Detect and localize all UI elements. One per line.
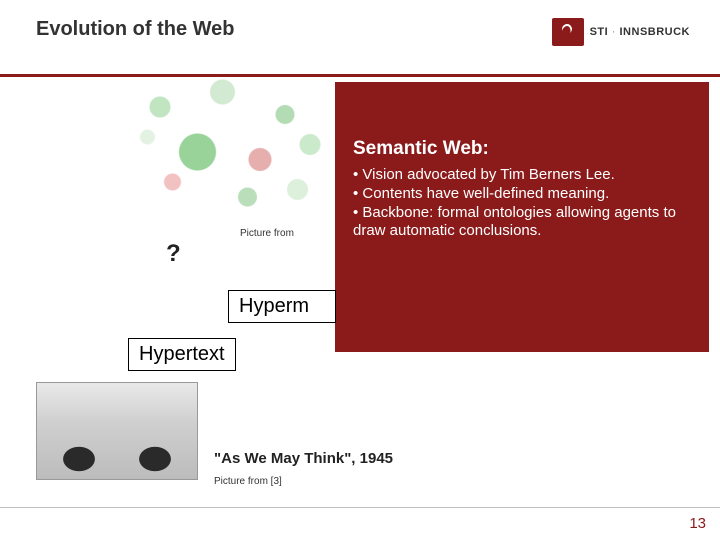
bullet-item: • Backbone: formal ontologies allowing a… [353, 204, 691, 242]
logo-primary: STI [590, 26, 609, 38]
page-number: 13 [689, 515, 706, 532]
page-title: Evolution of the Web [36, 18, 235, 41]
hypertext-label-box: Hypertext [128, 338, 236, 371]
bullet-item: • Contents have well-defined meaning. [353, 185, 691, 204]
callout-body: • Vision advocated by Tim Berners Lee. •… [353, 166, 691, 241]
bullet-text: Backbone: formal ontologies allowing age… [353, 204, 676, 240]
bullet-item: • Vision advocated by Tim Berners Lee. [353, 166, 691, 185]
picture-caption-bottom: Picture from [3] [214, 476, 282, 487]
question-mark: ? [166, 240, 181, 268]
hypermedia-label-box: Hyperm [228, 290, 336, 323]
historical-photo-placeholder [36, 382, 198, 480]
brand-logo: STI · INNSBRUCK [552, 18, 690, 46]
logo-separator: · [608, 26, 619, 38]
callout-title: Semantic Web: [353, 138, 691, 160]
picture-caption-top: Picture from [240, 228, 294, 239]
header-divider [0, 74, 720, 77]
quote-caption: "As We May Think", 1945 [214, 450, 393, 467]
concept-diagram-placeholder [110, 62, 360, 212]
bullet-text: Vision advocated by Tim Berners Lee. [362, 166, 614, 183]
callout-panel: Semantic Web: • Vision advocated by Tim … [335, 82, 709, 352]
bullet-text: Contents have well-defined meaning. [362, 185, 609, 202]
logo-icon [552, 18, 584, 46]
logo-secondary: INNSBRUCK [620, 26, 691, 38]
footer-divider [0, 507, 720, 508]
logo-text: STI · INNSBRUCK [590, 26, 690, 38]
